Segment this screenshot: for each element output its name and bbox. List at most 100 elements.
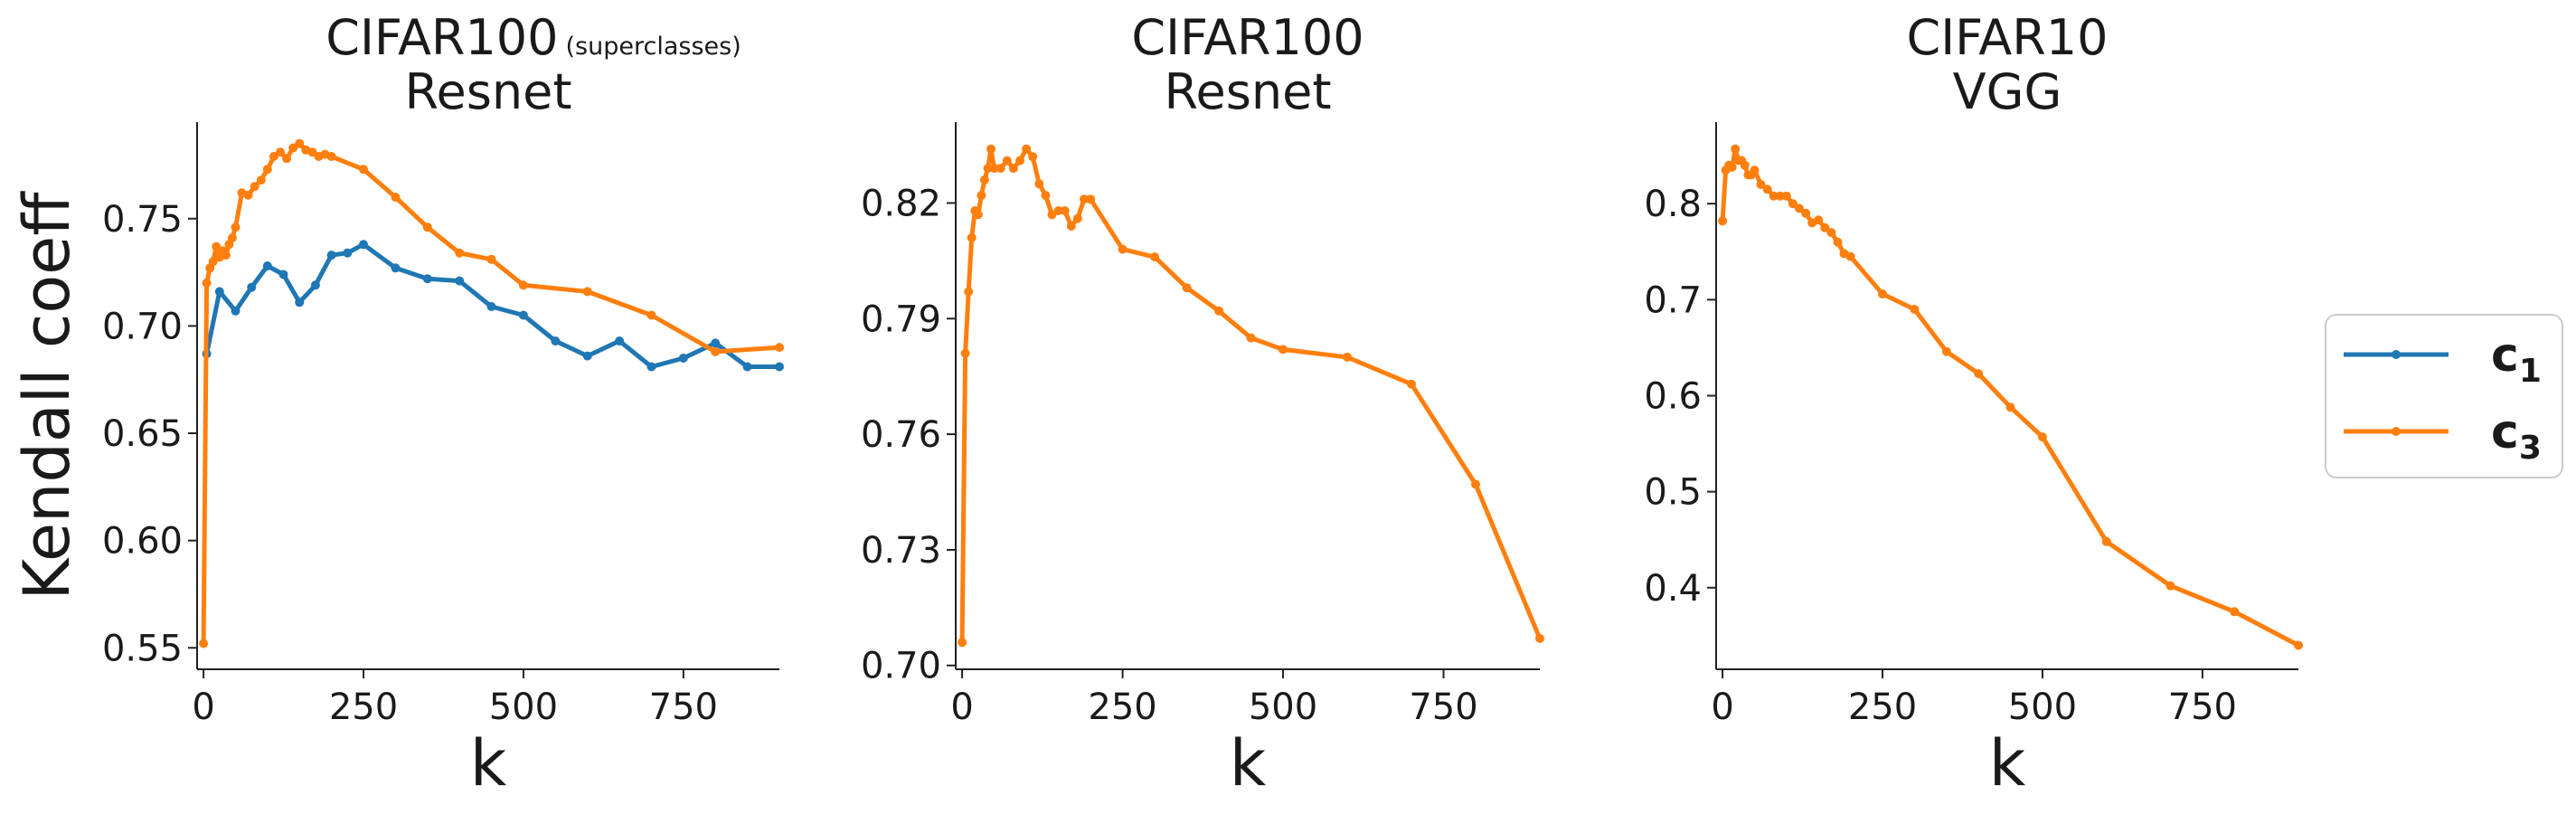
data-point-c3 xyxy=(269,152,278,161)
data-point-c3 xyxy=(359,165,368,175)
data-point-c3 xyxy=(199,639,209,648)
data-point-c1 xyxy=(247,282,257,292)
panel-subtitle: Resnet xyxy=(404,63,571,120)
data-point-c3 xyxy=(958,638,967,648)
panel-title: CIFAR100 (superclasses) xyxy=(326,9,741,66)
data-point-c3 xyxy=(1028,152,1038,162)
data-point-c3 xyxy=(1845,251,1855,261)
data-point-c3 xyxy=(422,222,432,232)
x-axis-label: k xyxy=(1989,726,2026,800)
panel-title-name: CIFAR10 xyxy=(1907,9,2109,66)
panel-subtitle: VGG xyxy=(1953,63,2062,120)
data-point-c3 xyxy=(1053,206,1063,215)
data-point-c3 xyxy=(1015,156,1024,166)
x-tick-label: 250 xyxy=(1088,686,1156,728)
data-point-c3 xyxy=(1182,283,1192,293)
data-point-c3 xyxy=(1769,191,1779,201)
y-tick-label: 0.5 xyxy=(1644,472,1702,514)
data-point-c3 xyxy=(2166,581,2175,591)
data-point-c1 xyxy=(295,298,305,308)
data-point-c3 xyxy=(1731,144,1741,154)
legend-label-c1: c1 xyxy=(2491,328,2542,390)
y-tick-label: 0.4 xyxy=(1644,568,1702,610)
data-point-c3 xyxy=(1750,166,1760,175)
data-point-c1 xyxy=(326,251,336,260)
data-point-c3 xyxy=(282,154,292,164)
data-point-c3 xyxy=(989,164,999,174)
y-tick-label: 0.65 xyxy=(102,413,183,455)
x-tick-label: 0 xyxy=(1711,686,1733,728)
data-point-c3 xyxy=(973,210,983,220)
data-point-c3 xyxy=(979,175,989,185)
data-point-c3 xyxy=(326,152,336,161)
x-tick-label: 750 xyxy=(1409,686,1477,728)
data-point-c3 xyxy=(1762,185,1772,194)
panel-subtitle: Resnet xyxy=(1164,63,1331,120)
legend-label-c1-base: c xyxy=(2491,328,2519,383)
data-point-c3 xyxy=(1066,222,1076,231)
data-point-c3 xyxy=(212,241,222,251)
data-point-c3 xyxy=(1756,180,1766,189)
data-point-c3 xyxy=(1535,633,1544,643)
data-point-c1 xyxy=(678,354,688,363)
data-point-c3 xyxy=(202,278,212,288)
data-point-c3 xyxy=(2101,536,2111,546)
legend-label-c1-sub: 1 xyxy=(2519,353,2542,390)
x-tick-label: 250 xyxy=(1848,686,1917,728)
data-point-c3 xyxy=(518,280,528,290)
data-point-c3 xyxy=(1801,208,1811,218)
y-tick-label: 0.70 xyxy=(861,646,941,687)
data-point-c1 xyxy=(231,306,241,316)
y-tick-label: 0.6 xyxy=(1644,376,1702,418)
legend-entry-c3: c3 xyxy=(2344,405,2542,467)
data-point-c3 xyxy=(1775,191,1785,201)
data-point-c3 xyxy=(1246,333,1256,343)
data-point-c3 xyxy=(1727,162,1737,172)
data-point-c3 xyxy=(221,251,231,260)
panel-title-suffix: (superclasses) xyxy=(566,33,741,61)
legend-entry-c1: c1 xyxy=(2344,328,2542,390)
data-point-c3 xyxy=(2230,607,2240,617)
data-point-c3 xyxy=(1022,144,1032,154)
panel-title-name: CIFAR100 xyxy=(1131,9,1363,66)
data-point-c1 xyxy=(455,276,465,286)
data-point-c3 xyxy=(1343,352,1352,362)
data-point-c1 xyxy=(711,338,721,348)
data-point-c3 xyxy=(711,346,721,356)
data-point-c3 xyxy=(1795,204,1804,213)
data-point-c3 xyxy=(1814,215,1824,225)
data-point-c1 xyxy=(422,274,432,284)
data-point-c3 xyxy=(2005,402,2015,412)
panel-title-name: CIFAR100 xyxy=(326,9,558,66)
data-point-c1 xyxy=(615,336,625,345)
data-point-c1 xyxy=(359,240,368,250)
x-tick-label: 750 xyxy=(649,686,718,728)
data-point-c3 xyxy=(986,144,995,154)
data-point-c3 xyxy=(1086,194,1096,204)
data-point-c3 xyxy=(1072,213,1082,223)
data-point-c3 xyxy=(227,233,237,243)
legend-label-c3-sub: 3 xyxy=(2519,430,2542,467)
legend-marker-c3 xyxy=(2392,427,2401,436)
y-tick-label: 0.70 xyxy=(102,306,183,347)
data-point-c3 xyxy=(967,232,977,242)
chart-panel-1: CIFAR100 (superclasses)Resnet 0.55 0.60 0.65… xyxy=(102,9,784,800)
data-point-c3 xyxy=(1878,289,1887,298)
x-tick-label: 250 xyxy=(329,686,398,728)
y-axis-label: Kendall coeff xyxy=(10,191,84,601)
y-tick-label: 0.7 xyxy=(1644,279,1702,321)
data-point-c1 xyxy=(343,248,353,258)
data-point-c3 xyxy=(262,165,272,175)
data-point-c3 xyxy=(995,164,1005,174)
data-point-c1 xyxy=(518,310,528,320)
x-axis-label: k xyxy=(1230,726,1267,800)
data-point-c3 xyxy=(391,193,401,202)
data-point-c3 xyxy=(256,175,266,185)
data-point-c3 xyxy=(1279,345,1288,355)
x-tick-label: 0 xyxy=(192,686,214,728)
data-point-c1 xyxy=(582,351,592,361)
data-point-c1 xyxy=(278,270,288,279)
x-tick-label: 500 xyxy=(1249,686,1317,728)
